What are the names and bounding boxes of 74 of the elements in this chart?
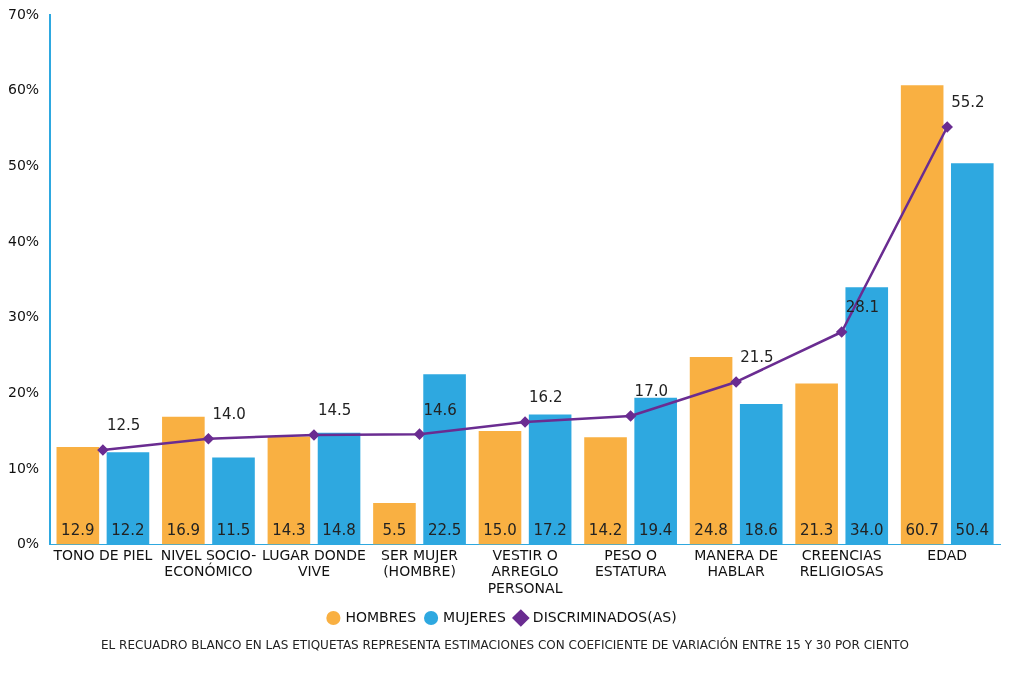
data-label: 14.0 bbox=[212, 405, 246, 424]
legend-label: MUJERES bbox=[443, 608, 506, 625]
x-tick-label: TONO DE PIEL bbox=[52, 546, 153, 563]
x-tick-label: CREENCIAS RELIGIOSAS bbox=[799, 546, 884, 580]
y-tick-label: 20% bbox=[7, 383, 40, 400]
text: EL RECUADRO BLANCO EN LAS ETIQUETAS REPRESENTA ESTIMACIONES CON COEFICIENTE DE VARIACIÓN ENTRE 15 Y 30 POR CIENTO bbox=[100, 638, 910, 652]
data-label: 18.6 bbox=[744, 520, 778, 539]
point bbox=[308, 429, 320, 441]
bar bbox=[106, 452, 150, 545]
data-label: 16.9 bbox=[166, 520, 201, 539]
point bbox=[97, 444, 109, 456]
y-tick-label: 60% bbox=[7, 81, 40, 98]
bar bbox=[845, 287, 889, 545]
point bbox=[836, 326, 847, 338]
point bbox=[730, 376, 742, 388]
y-tick-label: 10% bbox=[7, 459, 40, 476]
x-tick-label: LUGAR DONDE VIVE bbox=[262, 546, 366, 580]
data-label: 14.8 bbox=[322, 520, 356, 539]
bar bbox=[739, 403, 783, 545]
bar bbox=[423, 374, 466, 545]
x-tick-label: MANERA DE HABLAR bbox=[694, 546, 779, 580]
legend-label: HOMBRES bbox=[345, 608, 417, 625]
point bbox=[519, 416, 531, 428]
bar bbox=[689, 356, 733, 545]
data-label: 60.7 bbox=[905, 520, 939, 539]
data-label: 12.9 bbox=[61, 520, 95, 539]
data-label: 21.5 bbox=[740, 348, 774, 367]
bar bbox=[584, 437, 627, 545]
bar bbox=[162, 416, 205, 545]
point bbox=[414, 428, 425, 440]
data-label: 14.3 bbox=[272, 520, 306, 539]
bar bbox=[478, 431, 522, 545]
data-label: 17.0 bbox=[634, 382, 669, 401]
point bbox=[203, 433, 214, 444]
point bbox=[625, 410, 636, 422]
bar bbox=[634, 397, 677, 545]
x-tick-label: NIVEL SOCIO-ECONÓMICO bbox=[160, 546, 257, 580]
data-label: 12.2 bbox=[111, 520, 145, 539]
data-label: 21.3 bbox=[799, 520, 834, 539]
bar bbox=[950, 163, 994, 545]
data-label: 11.5 bbox=[216, 520, 251, 539]
x-tick-label: EDAD bbox=[927, 546, 968, 563]
data-label: 14.5 bbox=[317, 401, 352, 420]
data-label: 24.8 bbox=[694, 520, 728, 539]
data-label: 19.4 bbox=[638, 520, 673, 539]
bar bbox=[373, 502, 416, 545]
bar bbox=[795, 383, 838, 545]
legend-label: DISCRIMINADOS(AS) bbox=[532, 608, 677, 625]
data-label: 5.5 bbox=[382, 520, 407, 539]
bar bbox=[900, 85, 944, 545]
data-label: 12.5 bbox=[106, 416, 141, 435]
x-tick-label: SER MUJER (HOMBRE) bbox=[381, 546, 459, 580]
bar bbox=[212, 457, 255, 545]
data-label: 17.2 bbox=[533, 520, 567, 539]
data-label: 50.4 bbox=[955, 520, 989, 539]
data-label: 14.6 bbox=[423, 400, 457, 419]
data-label: 55.2 bbox=[951, 93, 985, 112]
data-label: 16.2 bbox=[529, 388, 563, 407]
y-tick-label: 0% bbox=[16, 535, 40, 552]
y-tick-label: 40% bbox=[7, 232, 40, 249]
bar bbox=[56, 447, 100, 545]
y-tick-label: 70% bbox=[7, 5, 40, 22]
data-label: 22.5 bbox=[427, 520, 462, 539]
x-tick-label: VESTIR O ARREGLO PERSONAL bbox=[487, 546, 563, 597]
point bbox=[941, 121, 953, 133]
bar bbox=[528, 414, 572, 545]
x-tick-label: PESO O ESTATURA bbox=[594, 546, 667, 580]
data-label: 15.0 bbox=[483, 520, 517, 539]
bar bbox=[317, 432, 361, 545]
y-tick-label: 50% bbox=[7, 156, 40, 173]
y-tick-label: 30% bbox=[7, 308, 40, 325]
bar bbox=[267, 436, 311, 545]
data-label: 14.2 bbox=[588, 520, 623, 539]
data-label: 34.0 bbox=[850, 520, 884, 539]
